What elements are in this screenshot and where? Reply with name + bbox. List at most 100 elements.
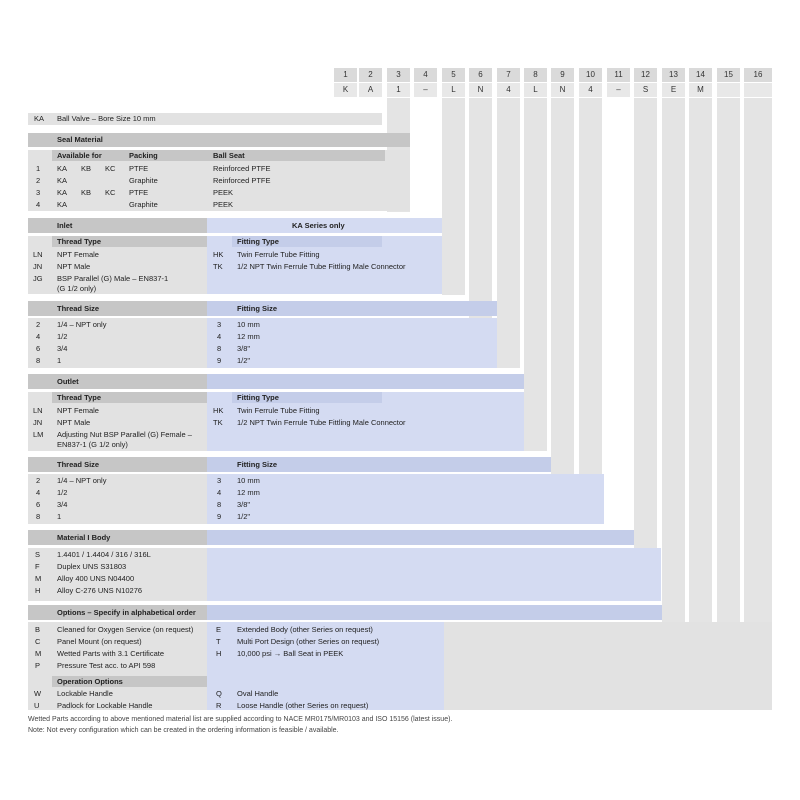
column-number: 16 xyxy=(744,68,772,82)
outlet-size-label: 1/4 – NPT only xyxy=(57,476,107,485)
inlet-ka-only: KA Series only xyxy=(292,221,345,230)
seal-packing: Graphite xyxy=(129,176,158,185)
outlet-fsize-label: 3/8" xyxy=(237,500,251,509)
outlet-size-body xyxy=(28,474,207,524)
operation-label: Loose Handle (other Series on request) xyxy=(237,701,369,710)
column-bar-7 xyxy=(497,98,520,368)
column-bar-16 xyxy=(744,98,772,710)
inlet-size-label: 1/4 – NPT only xyxy=(57,320,107,329)
seal-code: 4 xyxy=(36,200,41,209)
outlet-size-label: 3/4 xyxy=(57,500,68,509)
seal-title: Seal Material xyxy=(57,135,103,144)
seal-series: KB xyxy=(81,164,92,173)
inlet-type-label: BSP Parallel (G) Male – EN837-1 xyxy=(57,274,169,283)
option-code: H xyxy=(216,649,222,658)
column-bar-5 xyxy=(442,98,465,295)
operation-label: Padlock for Lockable Handle xyxy=(57,701,153,710)
column-number: 14 xyxy=(689,68,712,82)
column-bar-8 xyxy=(524,98,547,451)
column-code: S xyxy=(634,83,657,97)
outlet-thread-size-header: Thread Size xyxy=(57,460,100,469)
seal-seat: Reinforced PTFE xyxy=(213,164,271,173)
options-header-blue xyxy=(207,605,662,620)
outlet-fitting-label: 1/2 NPT Twin Ferrule Tube Fittling Male … xyxy=(237,418,406,427)
operation-title: Operation Options xyxy=(57,677,123,686)
outlet-size-code: 4 xyxy=(36,488,41,497)
column-number: 9 xyxy=(551,68,574,82)
column-code: K xyxy=(334,83,357,97)
operation-subheader xyxy=(52,676,207,687)
options-header-bar xyxy=(28,605,207,620)
inlet-fsize-label: 1/2" xyxy=(237,356,251,365)
inlet-fsize-label: 12 mm xyxy=(237,332,260,341)
material-label: Duplex UNS S31803 xyxy=(57,562,127,571)
options-body-right xyxy=(444,622,772,710)
inlet-fsize-body xyxy=(207,318,497,368)
seal-header-bar xyxy=(28,133,410,147)
column-code xyxy=(744,83,772,97)
inlet-fsize-label: 10 mm xyxy=(237,320,260,329)
inlet-fitting-label: Twin Ferrule Tube Fitting xyxy=(237,250,320,259)
column-code: 4 xyxy=(497,83,520,97)
column-number: 4 xyxy=(414,68,437,82)
inlet-type-code: LN xyxy=(33,250,43,259)
outlet-fitting-code: TK xyxy=(213,418,223,427)
column-code: – xyxy=(414,83,437,97)
material-label: Alloy C-276 UNS N10276 xyxy=(57,586,143,595)
column-code: E xyxy=(662,83,685,97)
outlet-fitting-size-header: Fitting Size xyxy=(237,460,277,469)
option-label: Cleaned for Oxygen Service (on request) xyxy=(57,625,194,634)
column-code xyxy=(717,83,740,97)
option-code: M xyxy=(35,649,42,658)
inlet-ka-header-bar xyxy=(207,218,442,233)
option-code: C xyxy=(35,637,41,646)
inlet-type-label-cont: (G 1/2 only) xyxy=(57,284,97,293)
seal-code: 2 xyxy=(36,176,41,185)
inlet-size-body xyxy=(28,318,207,368)
inlet-size-code: 4 xyxy=(36,332,41,341)
inlet-fitting-type-header: Fitting Type xyxy=(237,237,279,246)
inlet-size-code: 8 xyxy=(36,356,41,365)
column-bar-14 xyxy=(689,98,712,710)
column-code: M xyxy=(689,83,712,97)
inlet-thread-type-header: Thread Type xyxy=(57,237,102,246)
option-code: E xyxy=(216,625,222,634)
seal-series: KA xyxy=(57,188,68,197)
options-title: Options – Specify in alphabetical order xyxy=(57,608,196,617)
material-label: Alloy 400 UNS N04400 xyxy=(57,574,135,583)
inlet-fsize-code: 9 xyxy=(217,356,222,365)
column-code: 4 xyxy=(579,83,602,97)
outlet-size-label: 1/2 xyxy=(57,488,68,497)
option-label: Pressure Test acc. to API 598 xyxy=(57,661,156,670)
outlet-size-code: 2 xyxy=(36,476,41,485)
column-number: 2 xyxy=(359,68,382,82)
outlet-type-label-cont: EN837-1 (G 1/2 only) xyxy=(57,440,128,449)
outlet-type-label: NPT Male xyxy=(57,418,91,427)
seal-available-header: Available for xyxy=(57,151,102,160)
column-code: A xyxy=(359,83,382,97)
outlet-fitting-label: Twin Ferrule Tube Fitting xyxy=(237,406,320,415)
inlet-fitting-subheader xyxy=(232,236,382,247)
column-number: 6 xyxy=(469,68,492,82)
outlet-size-code: 8 xyxy=(36,512,41,521)
material-header-blue xyxy=(207,530,634,545)
column-number: 3 xyxy=(387,68,410,82)
option-label: Wetted Parts with 3.1 Certificate xyxy=(57,649,164,658)
option-code: B xyxy=(35,625,41,634)
material-body-blue xyxy=(207,548,661,601)
column-code: N xyxy=(469,83,492,97)
seal-series: KC xyxy=(105,164,116,173)
option-label: 10,000 psi → Ball Seat in PEEK xyxy=(237,649,344,658)
inlet-type-label: NPT Male xyxy=(57,262,91,271)
column-number: 13 xyxy=(662,68,685,82)
inlet-size-header-bar xyxy=(28,301,207,316)
options-body-blue xyxy=(207,622,444,710)
column-number: 11 xyxy=(607,68,630,82)
column-number: 1 xyxy=(334,68,357,82)
inlet-thread-subheader xyxy=(52,236,207,247)
column-code: L xyxy=(442,83,465,97)
material-code: S xyxy=(35,550,41,559)
outlet-header-blue xyxy=(207,374,524,389)
outlet-fsize-code: 3 xyxy=(217,476,222,485)
outlet-size-header-bar xyxy=(28,457,207,472)
